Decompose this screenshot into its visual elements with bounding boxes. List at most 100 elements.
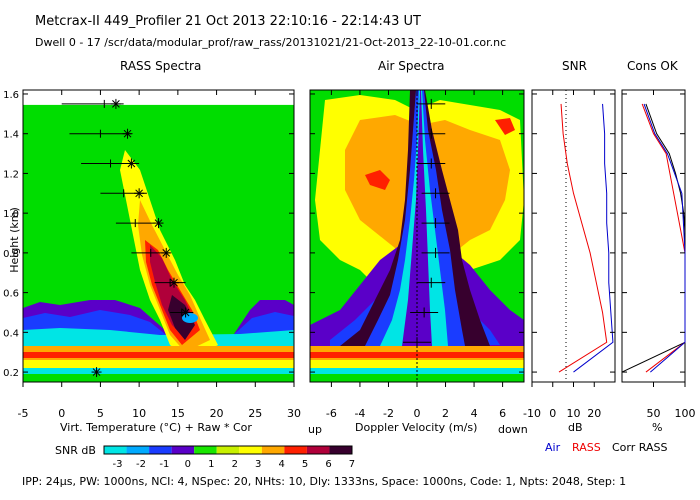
x-tick-label: 0 [549, 407, 556, 420]
header-title: Metcrax-II 449_Profiler 21 Oct 2013 22:1… [35, 14, 421, 29]
x-tick-label: 50 [647, 407, 661, 420]
header-path: Dwell 0 - 17 /scr/data/modular_prof/raw_… [35, 36, 506, 49]
air-x-label: Doppler Velocity (m/s) [355, 421, 477, 434]
colorbar-swatch [261, 446, 285, 454]
cor-point [91, 367, 102, 378]
colorbar-tick-label: -2 [136, 459, 146, 470]
y-tick-label: 0.2 [3, 368, 19, 379]
colorbar-swatch [126, 446, 150, 454]
colorbar-tick-label: 4 [278, 459, 284, 470]
snr-x-label: dB [568, 421, 583, 434]
snr-frame [531, 89, 616, 383]
height-axis: 0.2 0.4 0.6 0.8 1.0 1.2 1.4 1.6 [3, 90, 685, 379]
cons-x-label: % [652, 421, 662, 434]
colorbar-label: SNR dB [55, 444, 96, 457]
y-axis-label: Height (km) [8, 207, 21, 273]
legend-rass: RASS [572, 441, 601, 454]
colorbar-tick-label: 3 [255, 459, 261, 470]
y-tick-label: 0.6 [3, 289, 19, 300]
x-tick-label: 15 [171, 407, 185, 420]
cor-point [180, 307, 191, 318]
rass-x-axis: -5 0 5 10 15 20 25 30 [18, 90, 301, 420]
colorbar-swatch [149, 446, 172, 454]
series-corr-line [621, 103, 686, 373]
colorbar-tick-label: -1 [159, 459, 169, 470]
colorbar-tick-label: 2 [232, 459, 238, 470]
air-x-left-label: up [308, 423, 322, 436]
y-tick-label: 0.4 [3, 328, 19, 339]
colorbar-swatch [329, 446, 352, 454]
colorbar-swatch [171, 446, 195, 454]
colorbar-swatch [284, 446, 307, 454]
rass-noise-band-cyan [23, 328, 294, 346]
series-air-line [643, 103, 686, 373]
colorbar-tick-label: 0 [185, 459, 191, 470]
colorbar-tick-label: 5 [302, 459, 308, 470]
colorbar: -3 -2 -1 0 1 2 3 4 5 6 7 [103, 445, 355, 470]
x-tick-label: 0 [58, 407, 65, 420]
x-tick-label: 10 [132, 407, 146, 420]
colorbar-swatch [216, 446, 240, 454]
cons-title: Cons OK [627, 59, 679, 73]
x-tick-label: -2 [383, 407, 394, 420]
cor-point [153, 218, 164, 229]
y-tick-label: 1.2 [3, 169, 19, 180]
air-markers [403, 98, 450, 348]
colorbar-tick-label: 6 [325, 459, 331, 470]
y-tick-label: 0.8 [3, 249, 19, 260]
colorbar-swatch [104, 446, 127, 454]
air-x-axis: -6 -4 -2 0 2 4 6 [326, 90, 506, 420]
rass-top-blank [23, 90, 294, 105]
snr-lines [558, 103, 614, 373]
x-tick-label: 20 [587, 407, 601, 420]
x-tick-label: -5 [18, 407, 29, 420]
air-x-right-label: down [498, 423, 528, 436]
rass-frame [22, 89, 295, 383]
rass-markers [61, 98, 194, 378]
cons-x-axis: 50 100 [647, 90, 696, 420]
legend-corr: Corr RASS [612, 441, 667, 454]
snr-title: SNR [562, 59, 587, 73]
colorbar-swatch [194, 446, 217, 454]
air-red-region-2 [495, 118, 515, 135]
cor-point [110, 98, 121, 109]
series-air-line [573, 103, 614, 373]
cor-point [122, 128, 133, 139]
x-tick-label: -4 [354, 407, 365, 420]
y-tick-label: 1.6 [3, 90, 19, 101]
x-tick-label: 100 [675, 407, 696, 420]
rass-ground-band-red [23, 352, 294, 358]
air-title: Air Spectra [378, 59, 445, 73]
snr-x-axis: -10 0 10 20 [523, 90, 601, 420]
x-tick-label: 10 [567, 407, 581, 420]
x-tick-label: 4 [471, 407, 478, 420]
rass-blue-spot [182, 313, 198, 323]
cor-point [126, 158, 137, 169]
rass-x-label: Virt. Temperature (°C) + Raw * Cor [60, 421, 252, 434]
rass-title: RASS Spectra [120, 59, 201, 73]
x-tick-label: 5 [97, 407, 104, 420]
x-tick-label: 6 [499, 407, 506, 420]
rass-ground-band-green [23, 374, 294, 382]
series-rass-line [558, 103, 608, 373]
cor-point [134, 188, 145, 199]
rass-heatmap [23, 90, 294, 382]
y-tick-label: 1.0 [3, 209, 19, 220]
air-red-region [365, 170, 390, 190]
x-tick-label: -6 [326, 407, 337, 420]
footer-params: IPP: 24μs, PW: 1000ns, NCI: 4, NSpec: 20… [22, 475, 626, 488]
cor-point [161, 247, 172, 258]
rass-plume-dark [168, 295, 195, 340]
colorbar-tick-label: 7 [349, 459, 355, 470]
colorbar-swatch [306, 446, 330, 454]
x-tick-label: 0 [414, 407, 421, 420]
colorbar-frame [103, 445, 353, 455]
x-tick-label: 2 [442, 407, 449, 420]
cor-point [168, 277, 179, 288]
x-tick-label: 25 [248, 407, 262, 420]
legend-air: Air [545, 441, 561, 454]
x-tick-label: -10 [523, 407, 541, 420]
x-tick-label: 20 [210, 407, 224, 420]
colorbar-tick-label: -3 [113, 459, 123, 470]
